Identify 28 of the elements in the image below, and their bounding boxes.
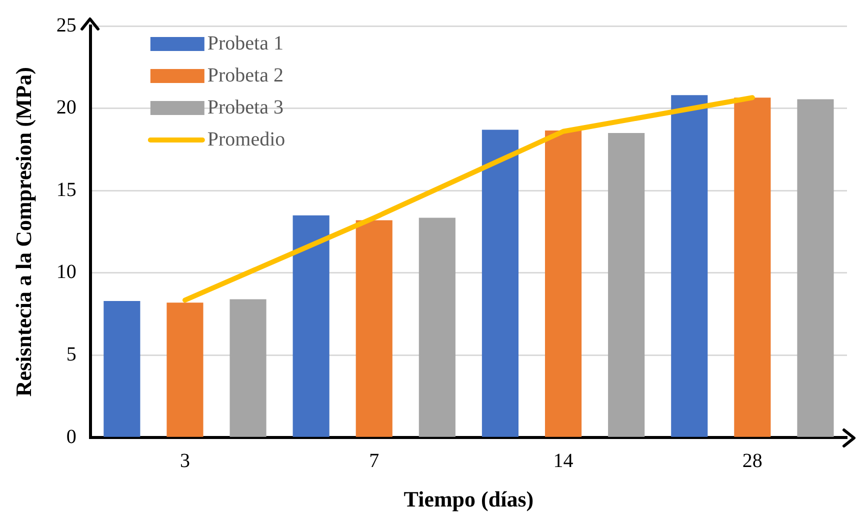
x-tick-label: 28 [742, 450, 762, 472]
legend-label: Probeta 2 [207, 64, 284, 86]
legend-label: Probeta 1 [207, 32, 284, 54]
x-axis-title: Tiempo (días) [404, 486, 534, 512]
y-axis-title: Resisntecia a la Compresion (MPa) [10, 67, 36, 397]
x-tick-label: 14 [553, 450, 574, 472]
y-tick-label: 15 [56, 178, 76, 201]
bar [292, 215, 330, 437]
legend-label: Promedio [207, 128, 286, 150]
bar [797, 99, 834, 437]
legend-label: Probeta 3 [207, 96, 284, 118]
y-tick-label: 10 [56, 261, 76, 284]
x-tick-label: 7 [369, 450, 380, 472]
bar [482, 130, 519, 437]
bar [608, 133, 645, 437]
bar [104, 300, 140, 437]
bar [230, 299, 266, 437]
y-tick-label: 0 [66, 426, 76, 448]
bar [544, 130, 582, 437]
bar [671, 95, 708, 437]
y-tick-label: 25 [56, 14, 76, 36]
y-tick-label: 5 [66, 344, 76, 366]
bar [418, 218, 456, 437]
bar [356, 220, 392, 437]
bar [734, 98, 771, 437]
y-tick-label: 20 [56, 96, 76, 119]
bar [166, 302, 204, 437]
x-tick-label: 3 [180, 450, 190, 472]
